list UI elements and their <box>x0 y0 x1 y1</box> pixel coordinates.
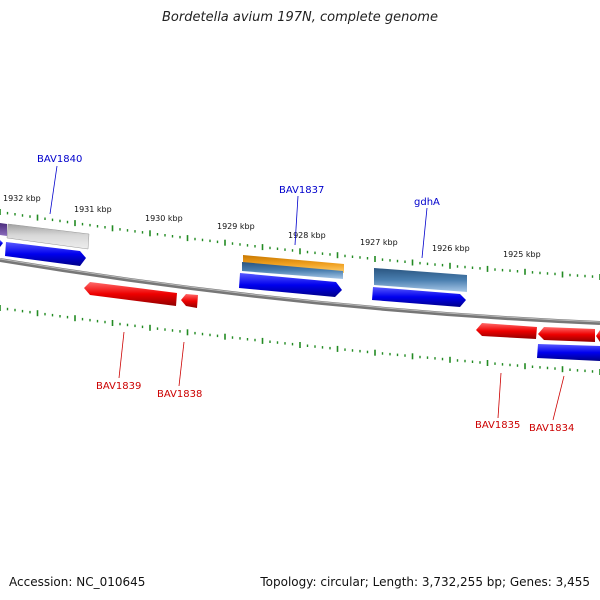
cds-bav1840[interactable] <box>5 242 86 266</box>
upper-tick-ruler <box>0 209 600 280</box>
kbp-label-1925: 1925 kbp <box>503 250 541 259</box>
leader-bav1837 <box>294 195 299 246</box>
gene-label-bav1838[interactable]: BAV1838 <box>157 389 202 400</box>
cds-bav1835[interactable] <box>476 323 537 339</box>
kbp-label-1932: 1932 kbp <box>3 194 41 203</box>
map-title: Bordetella avium 197N, complete genome <box>162 10 438 25</box>
gene-label-bav1835[interactable]: BAV1835 <box>475 420 520 431</box>
cds-reverse-partial-right[interactable] <box>596 330 600 342</box>
cds-bav1834[interactable] <box>538 327 595 342</box>
genome-backbone <box>0 258 600 325</box>
cds-bav1838[interactable] <box>181 294 198 308</box>
gene-label-bav1834[interactable]: BAV1834 <box>529 423 574 434</box>
lower-tick-ruler <box>0 305 600 375</box>
kbp-label-1928: 1928 kbp <box>288 231 326 240</box>
leader-bav1839 <box>118 331 125 379</box>
leader-bav1835 <box>497 372 502 419</box>
gene-label-bav1837[interactable]: BAV1837 <box>279 185 324 196</box>
gene-label-bav1839[interactable]: BAV1839 <box>96 381 141 392</box>
cds-bav1837[interactable] <box>239 273 342 297</box>
cds-bav1834-forward[interactable] <box>537 344 600 361</box>
feature-gdha-steel[interactable] <box>374 268 467 292</box>
cds-gdha[interactable] <box>372 287 466 307</box>
kbp-label-1931: 1931 kbp <box>74 205 112 214</box>
kbp-label-1930: 1930 kbp <box>145 214 183 223</box>
leader-bav1840 <box>49 165 58 215</box>
feature-bav1840-gray[interactable] <box>6 223 90 250</box>
cds-bav1839[interactable] <box>84 282 177 306</box>
kbp-label-1929: 1929 kbp <box>217 222 255 231</box>
feature-bav1837-orange[interactable] <box>243 255 344 273</box>
gene-label-gdha[interactable]: gdhA <box>414 197 440 208</box>
cds-forward-partial-left[interactable] <box>0 240 3 247</box>
accession-text: Accession: NC_010645 <box>9 575 146 589</box>
kbp-label-1926: 1926 kbp <box>432 244 470 253</box>
feature-purple-partial[interactable] <box>0 223 7 236</box>
genome-summary-text: Topology: circular; Length: 3,732,255 bp… <box>260 575 590 589</box>
gene-label-bav1840[interactable]: BAV1840 <box>37 154 82 165</box>
leader-bav1834 <box>552 375 565 421</box>
kbp-label-1927: 1927 kbp <box>360 238 398 247</box>
feature-bav1837-steel[interactable] <box>242 262 343 279</box>
leader-bav1838 <box>178 341 185 387</box>
leader-gdha <box>421 207 428 259</box>
